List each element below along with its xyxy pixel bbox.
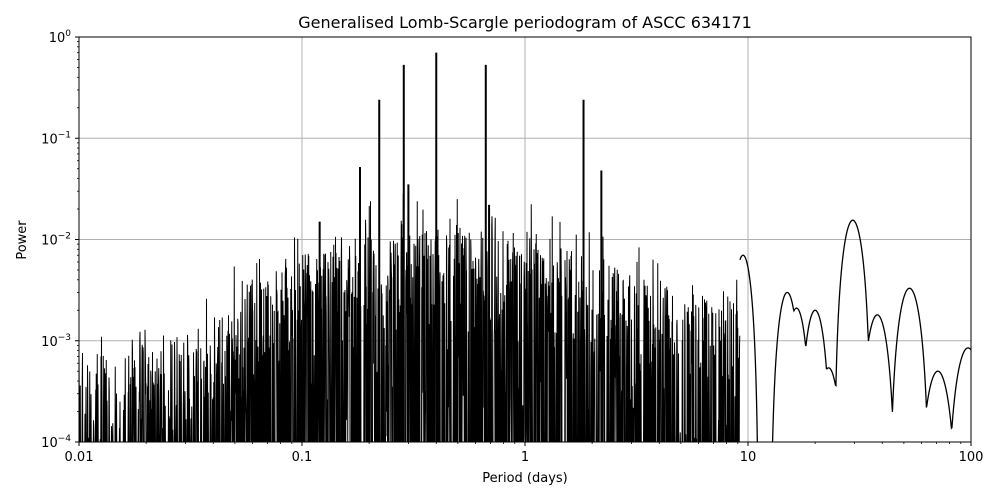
chart-title: Generalised Lomb-Scargle periodogram of …: [298, 13, 752, 32]
y-axis: 100 10−1 10−2 10−3 10−4: [41, 29, 79, 451]
y-tick-label: 10−3: [41, 333, 71, 350]
periodogram-line: [79, 52, 971, 442]
y-tick-label: 10−1: [41, 130, 71, 147]
y-tick-label: 100: [49, 29, 72, 46]
long-period-curve: [739, 219, 971, 442]
x-axis-label: Period (days): [482, 471, 568, 486]
x-tick-label: 1: [521, 450, 529, 465]
x-tick-label: 0.1: [292, 450, 313, 465]
x-tick-label: 10: [740, 450, 757, 465]
x-tick-label: 0.01: [65, 450, 94, 465]
x-tick-label: 100: [959, 450, 984, 465]
y-tick-label: 10−4: [41, 434, 71, 451]
x-axis: 0.01 0.1 1 10 100: [65, 442, 984, 465]
y-tick-label: 10−2: [41, 232, 71, 249]
y-axis-label: Power: [15, 220, 30, 260]
